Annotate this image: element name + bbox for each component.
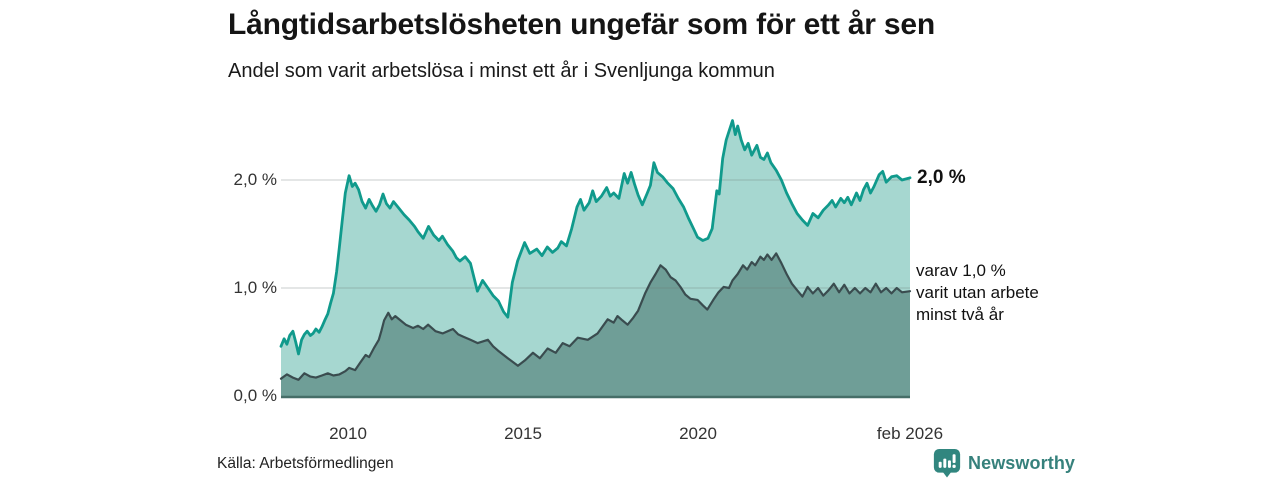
x-axis-tick-label: 2010 (329, 424, 367, 443)
series2-annotation: varav 1,0 % varit utan arbete minst två … (916, 260, 1039, 326)
source-note: Källa: Arbetsförmedlingen (217, 455, 394, 472)
x-axis-tick-label: feb 2026 (876, 424, 944, 443)
newsworthy-logo[interactable]: Newsworthy (933, 448, 1075, 478)
series-end-value-label: 2,0 % (917, 166, 966, 188)
series2-annotation-line: minst två år (916, 305, 1004, 324)
chart-title: Långtidsarbetslösheten ungefär som för e… (228, 8, 936, 41)
newsworthy-wordmark: Newsworthy (968, 452, 1076, 473)
x-axis-tick-label: 2020 (679, 424, 717, 443)
newsworthy-icon (933, 449, 961, 478)
x-axis-tick-label: 2015 (504, 424, 542, 443)
series2-annotation-line: varit utan arbete (916, 283, 1039, 302)
series2-annotation-line: varav 1,0 % (916, 261, 1006, 280)
y-axis-tick-label: 2,0 % (233, 170, 277, 189)
y-axis-tick-label: 0,0 % (233, 386, 277, 405)
chart-subtitle: Andel som varit arbetslösa i minst ett å… (228, 60, 775, 82)
y-axis-tick-label: 1,0 % (233, 278, 277, 297)
